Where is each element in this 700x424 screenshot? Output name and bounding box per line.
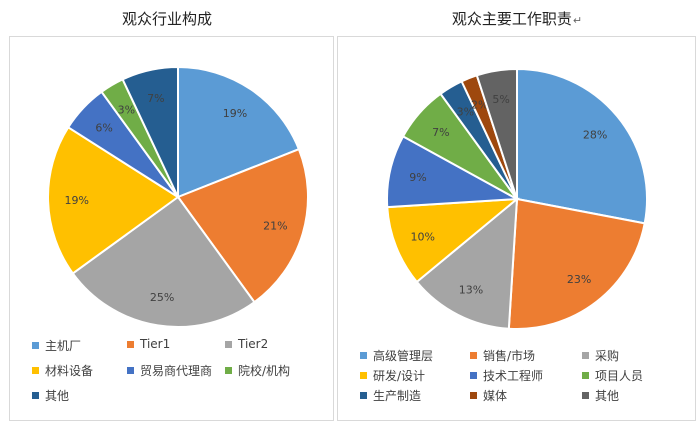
pie-slice-job-2 bbox=[415, 196, 519, 330]
legend-swatch-job-0 bbox=[360, 352, 367, 359]
legend-swatch-industry-0 bbox=[32, 342, 39, 349]
legend-item-job-7: 媒体 bbox=[470, 387, 507, 404]
data-label-industry-1: 21% bbox=[263, 219, 287, 232]
pie-slice-job-0 bbox=[516, 67, 648, 225]
legend-swatch-job-7 bbox=[470, 392, 477, 399]
data-label-job-5: 7% bbox=[432, 126, 449, 139]
data-label-industry-2: 25% bbox=[150, 291, 174, 304]
job-responsibility-panel: 观众主要工作职责↵ 28% 23% 13% 10% 9% 7% 3% 2% 5% 高级管理层 销售… bbox=[334, 0, 700, 424]
data-label-job-4: 9% bbox=[409, 171, 426, 184]
data-label-job-6: 3% bbox=[457, 106, 474, 119]
pie-chart-industry: 19% 21% 25% 19% 6% 3% 7% bbox=[47, 65, 309, 328]
chart-title-job-text: 观众主要工作职责 bbox=[451, 10, 572, 28]
pie-slice-industry-6 bbox=[121, 65, 179, 198]
pie-slice-job-3 bbox=[386, 197, 521, 284]
legend-item-industry-0: 主机厂 bbox=[32, 337, 81, 354]
legend-item-industry-1: Tier1 bbox=[127, 337, 170, 351]
legend-label-industry-1: Tier1 bbox=[140, 337, 171, 351]
chart-area-industry: 19% 21% 25% 19% 6% 3% 7% 主机厂 Tier1 Tier2 材料设备 贸易商代… bbox=[9, 36, 334, 421]
legend-label-job-1: 销售/市场 bbox=[483, 349, 536, 363]
legend-swatch-industry-6 bbox=[32, 392, 39, 399]
legend-label-job-7: 媒体 bbox=[483, 389, 508, 403]
data-label-industry-4: 6% bbox=[95, 122, 112, 135]
data-label-industry-3: 19% bbox=[64, 194, 88, 207]
legend-label-job-3: 研发/设计 bbox=[373, 369, 426, 383]
legend-label-industry-2: Tier2 bbox=[238, 337, 269, 351]
legend-label-industry-3: 材料设备 bbox=[45, 364, 94, 378]
legend-label-job-8: 其他 bbox=[595, 389, 620, 403]
pie-chart-job: 28% 23% 13% 10% 9% 7% 3%2% 5% bbox=[386, 67, 648, 330]
data-label-job-2: 13% bbox=[459, 283, 483, 296]
legend-swatch-job-6 bbox=[360, 392, 367, 399]
legend-label-job-4: 技术工程师 bbox=[483, 369, 544, 383]
chart-area-job: 28% 23% 13% 10% 9% 7% 3% 2% 5% 高级管理层 销售/市场 采购研发/设计… bbox=[337, 36, 696, 421]
legend-label-job-2: 采购 bbox=[595, 349, 620, 363]
data-label-job-0: 28% bbox=[583, 128, 607, 141]
data-label-job-8: 5% bbox=[492, 93, 509, 106]
legend-item-job-0: 高级管理层 bbox=[360, 347, 433, 364]
chart-title-industry: 观众行业构成 bbox=[121, 10, 212, 28]
legend-swatch-job-2 bbox=[582, 352, 589, 359]
industry-composition-panel: 观众行业构成 19% 21% 25% 19% 6% 3% 7% 主机厂 Tier1 Tier2 材… bbox=[0, 0, 334, 424]
pie-slice-industry-0 bbox=[177, 65, 301, 199]
legend-item-industry-3: 材料设备 bbox=[32, 362, 93, 379]
legend-item-industry-5: 院校/机构 bbox=[225, 362, 290, 379]
legend-item-job-6: 生产制造 bbox=[360, 387, 421, 404]
legend-swatch-industry-4 bbox=[127, 367, 134, 374]
data-label-job-3: 10% bbox=[410, 230, 434, 243]
legend-label-industry-5: 院校/机构 bbox=[238, 364, 291, 378]
legend-item-job-2: 采购 bbox=[582, 347, 619, 364]
legend-label-industry-6: 其他 bbox=[45, 389, 70, 403]
legend-item-job-5: 项目人员 bbox=[582, 367, 643, 384]
legend-label-job-0: 高级管理层 bbox=[373, 349, 434, 363]
pie-slice-job-8 bbox=[475, 67, 518, 200]
data-label-job-1: 23% bbox=[567, 273, 591, 286]
legend-item-industry-4: 贸易商代理商 bbox=[127, 362, 212, 379]
legend-item-job-3: 研发/设计 bbox=[360, 367, 425, 384]
legend-item-job-4: 技术工程师 bbox=[470, 367, 543, 384]
legend-label-industry-0: 主机厂 bbox=[45, 339, 82, 353]
legend-swatch-job-4 bbox=[470, 372, 477, 379]
pie-slice-industry-3 bbox=[47, 125, 180, 275]
legend-swatch-job-8 bbox=[582, 392, 589, 399]
legend-swatch-job-1 bbox=[470, 352, 477, 359]
legend-item-job-1: 销售/市场 bbox=[470, 347, 535, 364]
legend-swatch-industry-2 bbox=[225, 340, 232, 348]
legend-label-job-6: 生产制造 bbox=[373, 389, 422, 403]
legend-swatch-job-5 bbox=[582, 372, 589, 379]
pie-slice-industry-2 bbox=[71, 195, 256, 328]
legend-label-job-5: 项目人员 bbox=[595, 369, 644, 383]
data-label-industry-5: 3% bbox=[118, 104, 135, 117]
legend-swatch-industry-5 bbox=[225, 367, 232, 374]
legend-item-industry-6: 其他 bbox=[32, 387, 69, 404]
chart-title-job: 观众主要工作职责↵ bbox=[334, 8, 700, 29]
legend-item-industry-2: Tier2 bbox=[225, 337, 268, 351]
pie-slice-industry-1 bbox=[176, 147, 309, 304]
pie-slice-job-1 bbox=[507, 197, 646, 330]
legend-label-industry-4: 贸易商代理商 bbox=[140, 364, 213, 378]
data-label-industry-6: 7% bbox=[147, 92, 164, 105]
data-label-industry-0: 19% bbox=[223, 107, 247, 120]
legend-swatch-industry-3 bbox=[32, 367, 39, 374]
paragraph-return-mark: ↵ bbox=[572, 14, 583, 27]
legend-swatch-industry-1 bbox=[127, 340, 134, 348]
data-label-job-7: 2% bbox=[471, 99, 488, 112]
legend-item-job-8: 其他 bbox=[582, 387, 619, 404]
legend-swatch-job-3 bbox=[360, 372, 367, 379]
